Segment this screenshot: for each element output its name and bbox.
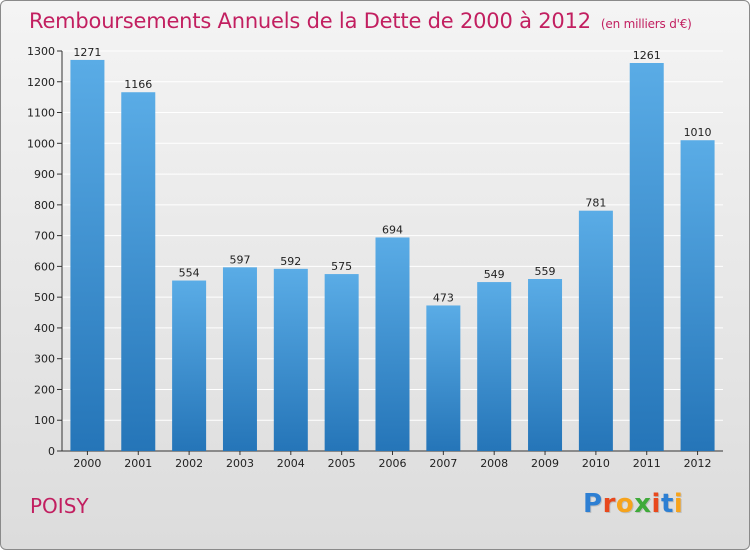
town-name: POISY — [30, 494, 89, 518]
data-label-2002: 554 — [179, 267, 200, 280]
y-tick-label: 1300 — [27, 45, 55, 58]
x-tick-label-2005: 2005 — [328, 457, 356, 470]
logo-letter: x — [634, 489, 652, 519]
logo-letter: i — [651, 489, 661, 519]
bar-2005 — [324, 274, 359, 451]
bar-2012 — [680, 140, 715, 451]
proxiti-logo: Proxiti — [583, 489, 683, 519]
y-tick-label: 300 — [34, 353, 55, 366]
logo-letter: P — [583, 489, 603, 519]
x-tick-label-2002: 2002 — [175, 457, 203, 470]
bar-2002 — [172, 280, 207, 451]
y-tick-label: 0 — [48, 445, 55, 458]
bar-2004 — [273, 268, 308, 451]
x-tick-label-2006: 2006 — [379, 457, 407, 470]
data-label-2006: 694 — [382, 223, 403, 236]
data-label-2009: 559 — [535, 265, 556, 278]
y-tick-label: 500 — [34, 291, 55, 304]
x-tick-label-2003: 2003 — [226, 457, 254, 470]
chart-subtitle: (en milliers d'€) — [600, 17, 692, 31]
y-tick-label: 800 — [34, 199, 55, 212]
y-tick-label: 600 — [34, 260, 55, 273]
data-label-2004: 592 — [280, 255, 301, 268]
x-tick-label-2010: 2010 — [582, 457, 610, 470]
y-tick-label: 100 — [34, 414, 55, 427]
bar-2009 — [528, 279, 563, 451]
x-tick-label-2001: 2001 — [124, 457, 152, 470]
labels: 0 100 200 300 400 500 600 700 800 900 1000 1100 1200… — [27, 45, 712, 470]
bar-2007 — [426, 305, 461, 451]
data-label-2008: 549 — [484, 268, 505, 281]
y-tick-label: 200 — [34, 383, 55, 396]
bar-2006 — [375, 237, 410, 451]
y-tick-label: 900 — [34, 168, 55, 181]
data-label-2000: 1271 — [73, 46, 101, 59]
y-tick-label: 1100 — [27, 107, 55, 120]
y-tick-label: 400 — [34, 322, 55, 335]
x-tick-label-2008: 2008 — [480, 457, 508, 470]
y-tick-label: 1200 — [27, 76, 55, 89]
x-tick-label-2009: 2009 — [531, 457, 559, 470]
bar-2000 — [70, 59, 105, 452]
x-tick-label-2000: 2000 — [73, 457, 101, 470]
x-tick-label-2007: 2007 — [429, 457, 457, 470]
x-tick-label-2004: 2004 — [277, 457, 305, 470]
bar-2003 — [222, 267, 257, 451]
data-label-2010: 781 — [585, 197, 606, 210]
data-label-2007: 473 — [433, 291, 454, 304]
data-label-2011: 1261 — [633, 49, 661, 62]
bar-2011 — [629, 63, 664, 451]
data-label-2003: 597 — [229, 253, 250, 266]
y-tick-label: 1000 — [27, 137, 55, 150]
logo-letter: o — [615, 489, 635, 519]
logo-letter: i — [673, 489, 684, 519]
bars — [70, 59, 715, 452]
logo-letter: r — [602, 489, 616, 519]
bar-2010 — [578, 210, 613, 451]
data-label-2001: 1166 — [124, 78, 152, 91]
y-tick-label: 700 — [34, 230, 55, 243]
bar-2008 — [477, 282, 512, 451]
x-tick-label-2012: 2012 — [684, 457, 712, 470]
data-label-2005: 575 — [331, 260, 352, 273]
x-tick-label-2011: 2011 — [633, 457, 661, 470]
data-label-2012: 1010 — [684, 126, 712, 139]
logo-letter: t — [660, 489, 674, 519]
bar-2001 — [121, 92, 156, 451]
chart-title: Remboursements Annuels de la Dette de 20… — [29, 9, 692, 33]
